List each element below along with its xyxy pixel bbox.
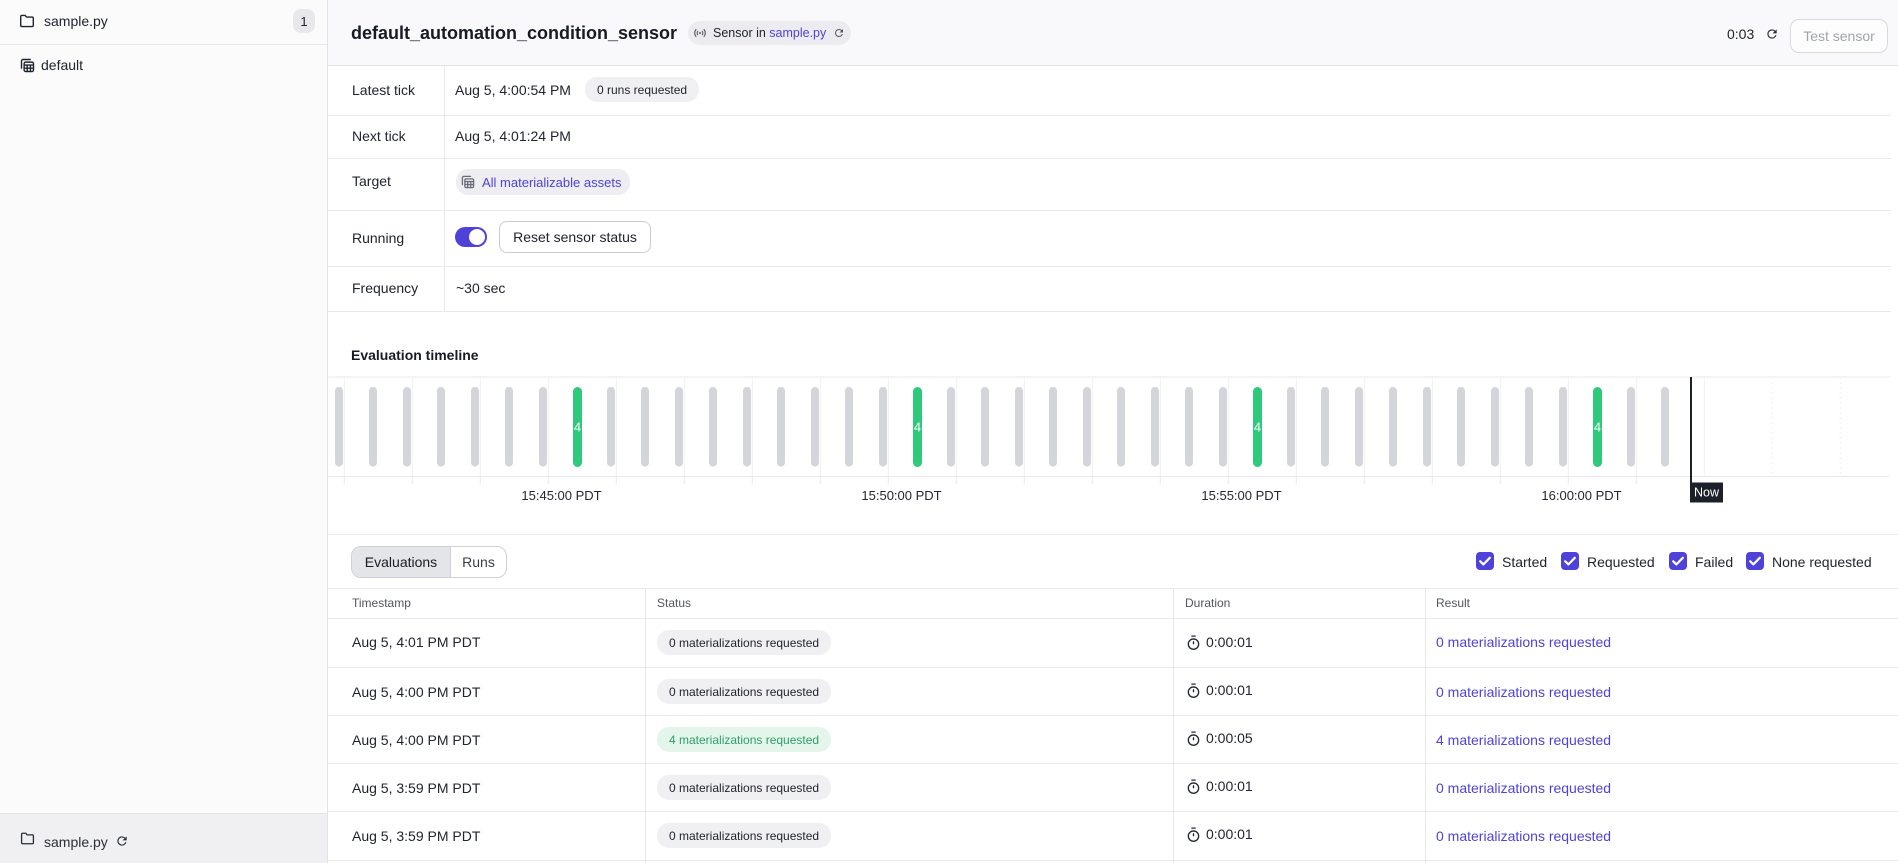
svg-text:16:00:00 PDT: 16:00:00 PDT [1541, 488, 1621, 503]
svg-text:Now: Now [1694, 486, 1720, 500]
svg-text:15:55:00 PDT: 15:55:00 PDT [1201, 488, 1281, 503]
svg-text:15:45:00 PDT: 15:45:00 PDT [521, 488, 601, 503]
svg-text:4: 4 [914, 420, 921, 435]
svg-text:4: 4 [1254, 420, 1261, 435]
svg-text:4: 4 [574, 420, 581, 435]
svg-text:15:50:00 PDT: 15:50:00 PDT [861, 488, 941, 503]
svg-text:4: 4 [1594, 420, 1601, 435]
